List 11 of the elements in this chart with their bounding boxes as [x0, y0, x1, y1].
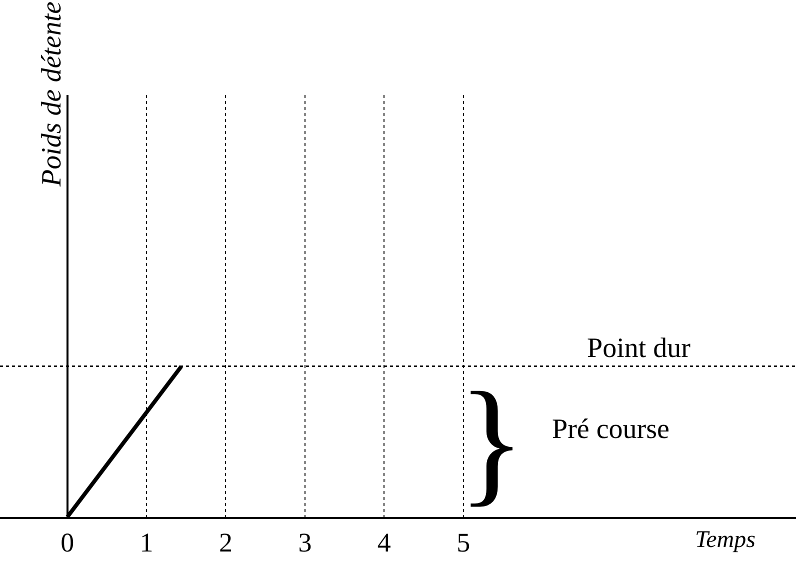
text: Poids de détente: [36, 1, 68, 188]
annotation: }: [458, 364, 526, 519]
x-tick-label: 3: [298, 527, 312, 558]
x-tick-label: 2: [218, 527, 232, 558]
x-tick-label: 1: [140, 527, 154, 558]
annotation: Pré course: [552, 414, 670, 445]
x-tick-label: 4: [377, 527, 392, 558]
x-axis-title: Temps: [695, 527, 756, 553]
x-tick-label: 5: [456, 527, 470, 558]
ref-line-label: Point dur: [587, 333, 692, 364]
x-tick-label: 0: [60, 527, 74, 558]
